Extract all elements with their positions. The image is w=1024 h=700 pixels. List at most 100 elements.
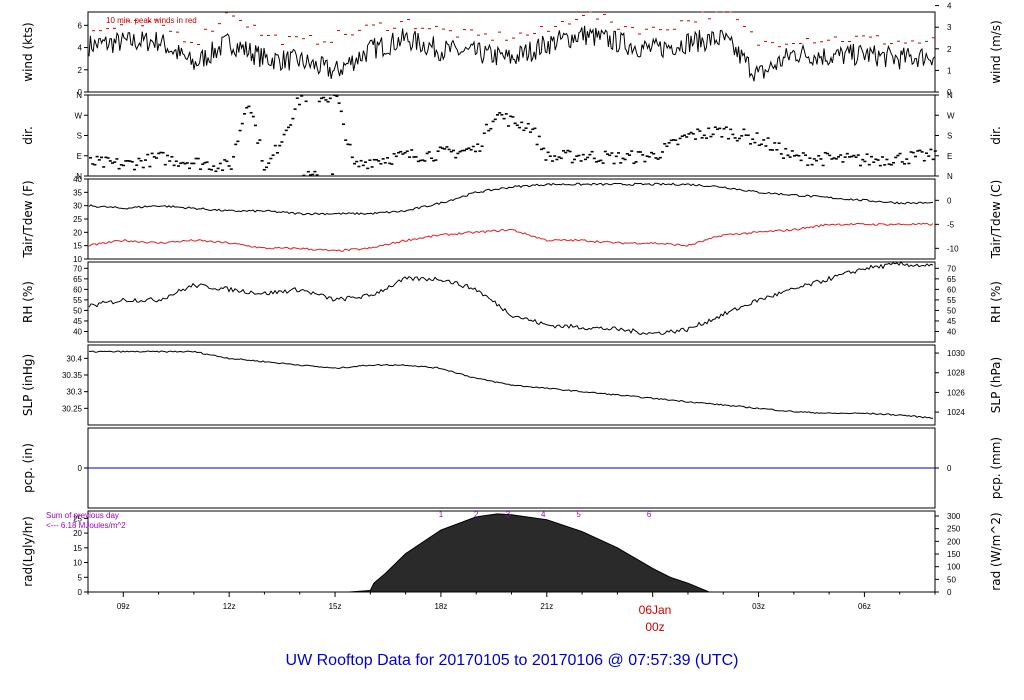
x-tick-label: 18z [434, 602, 447, 611]
temp-left-tick-label: 15 [73, 242, 82, 251]
slp-right-tick-label: 1030 [947, 349, 965, 358]
rh-right-tick-label: 50 [947, 306, 956, 315]
rad-hour-mark: 1 [439, 510, 444, 519]
rad-right-tick-label: 250 [947, 525, 961, 534]
dir-left-tick-label: S [77, 132, 82, 141]
pcp-left-tick-label: 0 [78, 464, 83, 473]
wind-frame [87, 11, 936, 93]
dir-right-tick-label: N [947, 172, 953, 181]
temp-left-axis-label: Tair/Tdew (F) [21, 180, 35, 258]
x-tick-label: 06z [858, 602, 871, 611]
wind-right-tick-label: 3 [947, 23, 952, 32]
slp-right-axis-label: SLP (hPa) [989, 357, 1003, 413]
rad-right-axis-label: rad (W/m^2) [989, 512, 1003, 590]
pcp-panel: 0 0 pcp. (in) pcp. (mm) [21, 427, 1003, 509]
temp-left-tick-label: 35 [73, 188, 82, 197]
wind-left-tick-label: 2 [78, 66, 83, 75]
temp-right-tick-label: 0 [947, 196, 952, 205]
date-sub-label: 00z [645, 620, 664, 634]
rad-hour-mark: 4 [541, 510, 546, 519]
rh-right-tick-label: 70 [947, 264, 956, 273]
rh-left-tick-label: 45 [73, 317, 82, 326]
rh-frame [87, 261, 936, 343]
rad-hour-mark: 3 [506, 510, 511, 519]
temp-left-tick-label: 40 [73, 175, 82, 184]
slp-left-tick-label: 30.4 [66, 354, 82, 363]
rad-right-tick-label: 150 [947, 550, 961, 559]
rad-left-tick-label: 10 [73, 559, 82, 568]
tdew-line [88, 222, 934, 252]
wind-right-axis-label: wind (m/s) [989, 20, 1003, 84]
rad-right-tick-label: 200 [947, 537, 961, 546]
peak-wind-note: 10 min. peak winds in red [106, 16, 197, 25]
x-tick-label: 03z [752, 602, 765, 611]
temp-right-axis-label: Tair/Tdew (C) [989, 180, 1003, 260]
temp-left-tick-label: 30 [73, 202, 82, 211]
wind-right-tick-label: 1 [947, 66, 952, 75]
dir-right-tick-label: S [947, 132, 952, 141]
dir-right-axis-label: dir. [989, 126, 1003, 145]
temp-right-tick-label: -10 [947, 244, 959, 253]
pcp-right-axis-label: pcp. (mm) [989, 437, 1003, 499]
rh-left-tick-label: 65 [73, 275, 82, 284]
rad-note-line1: Sum of previous day [46, 511, 119, 520]
slp-left-tick-label: 30.35 [62, 371, 83, 380]
pcp-left-axis-label: pcp. (in) [21, 443, 35, 493]
rad-left-tick-label: 5 [78, 573, 83, 582]
dir-left-tick-label: N [76, 172, 82, 181]
x-tick-label: 09z [117, 602, 130, 611]
wind-left-tick-label: 0 [78, 88, 83, 97]
rad-left-tick-label: 25 [73, 514, 82, 523]
temp-panel: 10 15 20 25 30 35 40 -10 -5 0 Tair/Tdew (F) Tair/Td… [21, 175, 1003, 264]
x-tick-label: 12z [223, 602, 236, 611]
rad-left-tick-label: 0 [78, 588, 83, 597]
slp-right-tick-label: 1026 [947, 388, 965, 397]
date-label: 06Jan [639, 603, 672, 617]
slp-right-tick-label: 1028 [947, 369, 965, 378]
temp-left-tick-label: 25 [73, 215, 82, 224]
temp-left-tick-label: 20 [73, 228, 82, 237]
rad-right-tick-label: 300 [947, 512, 961, 521]
slp-line [88, 350, 934, 419]
slp-left-axis-label: SLP (inHg) [21, 354, 35, 416]
rad-hour-mark: 6 [647, 510, 652, 519]
rad-left-tick-label: 15 [73, 544, 82, 553]
rh-left-tick-label: 60 [73, 285, 82, 294]
rad-right-tick-label: 0 [947, 588, 952, 597]
tair-line [88, 182, 934, 216]
temp-left-tick-label: 10 [73, 255, 82, 264]
wind-left-axis-label: wind (kts) [21, 22, 35, 81]
dir-left-axis-label: dir. [21, 126, 35, 145]
rad-panel: 0510152025050100150200250300rad(Lgly/hr)… [21, 510, 1003, 597]
rh-right-axis-label: RH (%) [989, 281, 1003, 323]
dir-left-tick-label: N [76, 91, 82, 100]
rh-right-tick-label: 65 [947, 275, 956, 284]
slp-left-tick-label: 30.3 [66, 388, 82, 397]
pcp-right-tick-label: 0 [947, 464, 952, 473]
rh-left-tick-label: 40 [73, 327, 82, 336]
dir-frame [87, 94, 936, 177]
wind-right-tick-label: 2 [947, 45, 952, 54]
wind-panel: 0 2 4 6 0 1 2 3 4 wind (kts) wind (m/s) 10 min. pea… [21, 2, 1003, 97]
x-tick-label: 15z [329, 602, 342, 611]
rad-area [349, 513, 710, 593]
slp-panel: 30.25 30.3 30.35 30.4 1024 1026 1028 1030 SLP (i… [21, 344, 1003, 426]
rh-left-axis-label: RH (%) [21, 281, 35, 323]
slp-right-tick-label: 1024 [947, 408, 965, 417]
rad-note-line2: <--- 6.18 MJoules/m^2 [46, 521, 126, 530]
rh-right-tick-label: 40 [947, 327, 956, 336]
rh-right-tick-label: 55 [947, 296, 956, 305]
slp-frame [87, 344, 936, 426]
rh-right-tick-label: 45 [947, 317, 956, 326]
x-axis: 09z 12z 15z 18z 21z 03z 06z [87, 592, 936, 611]
wind-right-tick-label: 4 [947, 2, 952, 11]
dir-right-tick-label: N [947, 91, 953, 100]
dir-right-tick-label: E [947, 152, 952, 161]
rh-left-tick-label: 70 [73, 264, 82, 273]
wind-line [88, 25, 935, 82]
temp-frame [87, 178, 936, 260]
dir-right-tick-label: W [947, 111, 955, 120]
